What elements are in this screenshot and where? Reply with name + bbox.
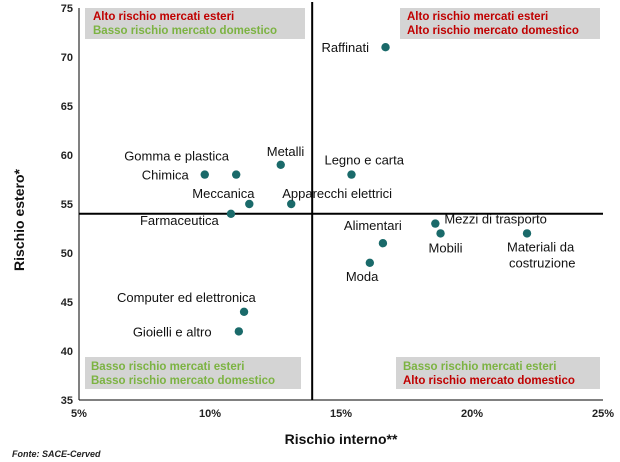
quadrant-box: [396, 357, 600, 389]
quadrant-top-right-line1: Alto rischio mercati esteri: [407, 11, 548, 23]
data-point-label: Gioielli e altro: [133, 324, 212, 339]
data-point-label: Moda: [346, 269, 379, 284]
data-point-label: Chimica: [142, 168, 190, 183]
data-point: [431, 219, 440, 228]
data-point: [200, 170, 209, 179]
data-point-label: Mobili: [429, 240, 463, 255]
y-tick-label: 75: [61, 3, 73, 15]
x-tick-labels: 5% 10% 15% 20% 25%: [71, 408, 614, 420]
quadrant-top-right-line2: Alto rischio mercato domestico: [407, 25, 579, 37]
data-point-label: Computer ed elettronica: [117, 290, 257, 305]
quadrant-bottom-left-line2: Basso rischio mercato domestico: [91, 375, 275, 387]
y-tick-label: 65: [61, 101, 73, 113]
data-point: [381, 43, 390, 52]
data-point-label: Legno e carta: [324, 153, 404, 168]
data-point-label: Materiali da costruzione: [507, 239, 575, 270]
data-point: [378, 239, 388, 248]
x-tick-label: 10%: [199, 408, 221, 420]
quadrant-box: [400, 8, 600, 39]
y-tick-label: 70: [61, 52, 73, 64]
quadrant-box: [85, 357, 301, 389]
y-axis-title: Rischio estero*: [11, 168, 27, 270]
quadrant-top-left-line1: Alto rischio mercati esteri: [93, 11, 234, 23]
data-point: [522, 229, 532, 238]
quadrant-bottom-left: Basso rischio mercati esteri Basso risch…: [85, 357, 301, 389]
data-point: [226, 209, 236, 218]
data-point-label: Alimentari: [344, 218, 402, 233]
y-tick-label: 40: [61, 346, 73, 358]
quadrant-box: [85, 8, 305, 39]
y-tick-labels: 35 40 45 50 55 60 65 70 75: [61, 3, 73, 407]
y-tick-label: 50: [61, 248, 73, 260]
data-point-label: Metalli: [267, 144, 305, 159]
data-points: [200, 43, 532, 336]
x-tick-label: 15%: [330, 408, 352, 420]
data-point: [347, 170, 356, 179]
quadrant-bottom-right: Basso rischio mercati esteri Alto rischi…: [396, 357, 600, 389]
data-point-label: Gomma e plastica: [124, 149, 230, 164]
data-point: [365, 258, 375, 267]
x-tick-label: 20%: [461, 408, 483, 420]
quadrant-bottom-right-line1: Basso rischio mercati esteri: [403, 361, 556, 373]
x-axis-title: Rischio interno**: [285, 431, 398, 447]
data-point: [232, 170, 241, 179]
data-point-label: Mezzi di trasporto: [444, 212, 547, 227]
data-point-label: Raffinati: [322, 40, 370, 55]
quadrant-bottom-left-line1: Basso rischio mercati esteri: [91, 361, 244, 373]
y-tick-label: 60: [61, 150, 73, 162]
quadrant-top-left: Alto rischio mercati esteri Basso rischi…: [85, 8, 305, 39]
data-point-label: Meccanica: [192, 186, 255, 201]
data-point: [287, 199, 296, 209]
data-point: [436, 229, 445, 238]
quadrant-top-right: Alto rischio mercati esteri Alto rischio…: [400, 8, 600, 39]
data-point: [245, 199, 254, 209]
y-tick-label: 45: [61, 297, 73, 309]
x-tick-label: 5%: [71, 408, 87, 420]
data-point: [234, 327, 244, 336]
data-point-label: Apparecchi elettrici: [282, 186, 392, 201]
x-tick-label: 25%: [592, 408, 614, 420]
y-tick-label: 55: [61, 199, 73, 211]
quadrant-bottom-right-line2: Alto rischio mercato domestico: [403, 375, 575, 387]
y-tick-label: 35: [61, 395, 73, 407]
source-note: Fonte: SACE-Cerved: [12, 449, 101, 459]
data-point: [239, 307, 249, 316]
data-point: [276, 160, 285, 169]
quadrant-top-left-line2: Basso rischio mercato domestico: [93, 25, 277, 37]
data-point-label: Farmaceutica: [140, 213, 220, 228]
data-point-labels: Raffinati Metalli Gomma e plastica Chimica L…: [117, 40, 575, 339]
